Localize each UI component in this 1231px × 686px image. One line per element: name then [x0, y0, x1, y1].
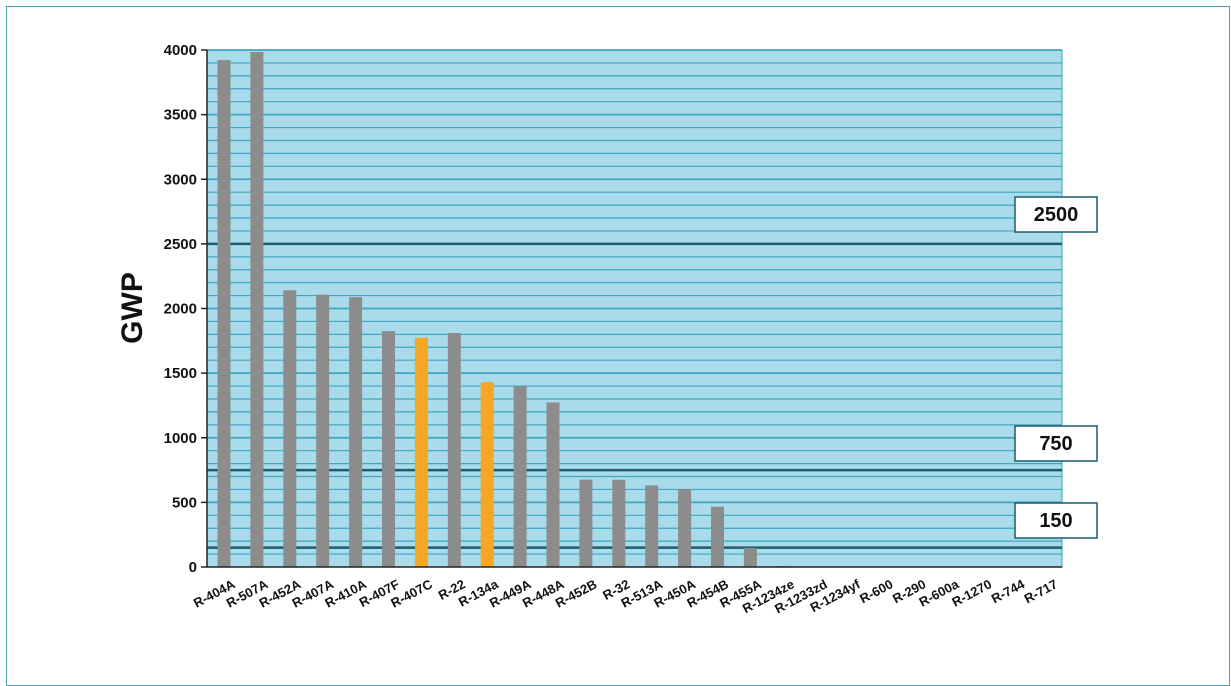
x-tick-label: R-717 — [1022, 576, 1060, 606]
bar-r-448a — [546, 402, 560, 567]
bar-r-513a — [645, 485, 659, 567]
bar-r-407f — [382, 331, 395, 567]
bar-r-452b — [579, 479, 593, 567]
y-tick-label: 1000 — [164, 430, 197, 447]
reference-label-box — [1014, 425, 1098, 462]
y-tick-label: 0 — [189, 559, 197, 576]
reference-label-box — [1014, 196, 1098, 233]
y-tick-label: 4000 — [164, 42, 197, 59]
bars — [217, 51, 889, 568]
bar-r-134a — [480, 382, 494, 567]
bar-r-450a — [678, 489, 692, 567]
y-tick-label: 3500 — [164, 107, 197, 124]
y-tick-label: 500 — [172, 494, 197, 511]
bar-r-404a — [217, 60, 231, 567]
bar-r-407c — [414, 337, 428, 567]
bar-r-452a — [283, 290, 297, 567]
bar-r-32 — [612, 479, 626, 567]
reference-label-box — [1014, 502, 1098, 539]
y-axis-label: GWP — [116, 272, 149, 344]
bar-r-407a — [316, 294, 330, 567]
bar-r-449a — [513, 386, 527, 567]
bar-r-454b — [711, 506, 724, 567]
x-tick-label: R-744 — [989, 576, 1028, 606]
bar-r-455a — [743, 547, 757, 567]
bar-r-410a — [349, 297, 363, 567]
x-tick-label: R-600 — [857, 576, 895, 606]
reference-label: 150 — [1039, 510, 1072, 532]
reference-label: 2500 — [1034, 204, 1079, 226]
y-tick-label: 2500 — [164, 236, 197, 253]
bar-r-507a — [250, 51, 264, 568]
x-axis-labels: R-404AR-507AR-452AR-407AR-410AR-407FR-40… — [191, 576, 1060, 616]
bar-r-22 — [447, 333, 461, 567]
reference-labels: 2500 750 150 — [1014, 196, 1098, 539]
y-tick-label: 1500 — [164, 365, 197, 382]
y-axis: 0 500 1000 1500 2000 2500 3000 3500 4000 — [164, 42, 1062, 576]
reference-label: 750 — [1039, 433, 1072, 455]
y-tick-label: 3000 — [164, 171, 197, 188]
y-tick-label: 2000 — [164, 301, 197, 318]
